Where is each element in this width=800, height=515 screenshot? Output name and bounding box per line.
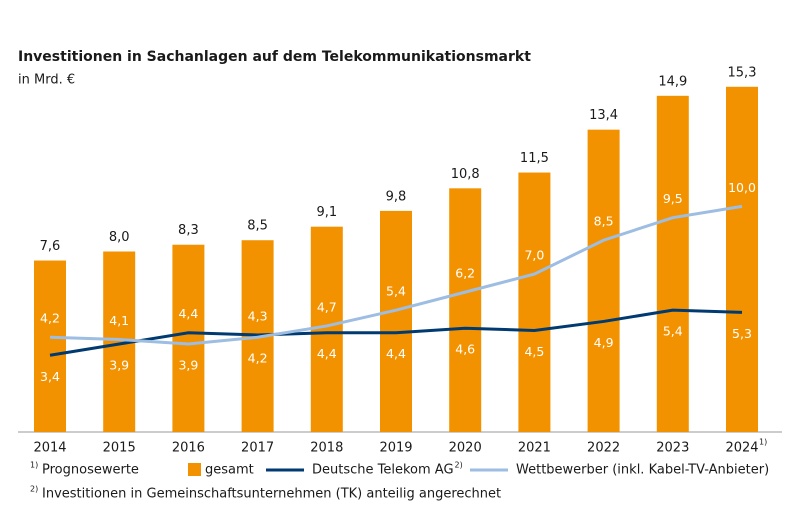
- bar-value-label: 8,0: [109, 230, 130, 245]
- bar-value-label: 7,6: [40, 239, 61, 254]
- footnote-marker: 2): [455, 461, 463, 470]
- bar: [587, 129, 620, 432]
- legend-label: Wettbewerber (inkl. Kabel-TV-Anbieter): [516, 463, 769, 478]
- bar-value-label: 9,1: [316, 205, 337, 220]
- footnote-text: Prognosewerte: [42, 463, 139, 478]
- bar: [310, 226, 343, 432]
- footnote-text: Investitionen in Gemeinschaftsunternehme…: [42, 487, 501, 502]
- line-value-label: 3,4: [40, 369, 60, 384]
- legend-label: gesamt: [205, 463, 254, 478]
- line-value-label: 4,6: [455, 342, 475, 357]
- line-value-label: 4,4: [317, 346, 337, 361]
- footnote-marker: 2): [30, 485, 38, 494]
- line-value-label: 4,3: [248, 308, 268, 323]
- line-value-label: 6,2: [455, 266, 475, 281]
- line-value-label: 4,4: [178, 306, 198, 321]
- legend-swatch: [188, 463, 201, 476]
- bar: [726, 86, 758, 432]
- line-value-label: 10,0: [728, 180, 756, 195]
- bar: [380, 210, 412, 432]
- line-value-label: 4,2: [40, 311, 60, 326]
- bar-value-label: 10,8: [451, 167, 480, 182]
- x-tick-label: 2024: [725, 441, 758, 456]
- x-tick-label: 2014: [33, 441, 66, 456]
- line: [49, 204, 743, 346]
- bar: [172, 244, 205, 432]
- bar-value-label: 9,8: [386, 189, 407, 204]
- bar-value-label: 8,5: [247, 219, 268, 234]
- line-value-label: 5,4: [386, 284, 406, 299]
- line-value-label: 8,5: [594, 214, 614, 229]
- bar-value-label: 8,3: [178, 223, 199, 238]
- footnote-marker: 1): [759, 438, 767, 447]
- legend-label: Deutsche Telekom AG: [312, 463, 454, 478]
- x-tick-label: 2023: [656, 441, 689, 456]
- bar-value-label: 13,4: [589, 108, 618, 123]
- chart-title: Investitionen in Sachanlagen auf dem Tel…: [18, 49, 531, 65]
- bar-value-label: 14,9: [658, 74, 687, 89]
- line-value-label: 5,3: [732, 326, 752, 341]
- x-tick-label: 2021: [518, 441, 551, 456]
- bar-value-label: 11,5: [520, 151, 549, 166]
- line-value-label: 4,5: [524, 344, 544, 359]
- line-value-label: 4,7: [317, 299, 337, 314]
- x-tick-label: 2015: [103, 441, 136, 456]
- line-value-label: 5,4: [663, 324, 683, 339]
- footnote-marker: 1): [30, 461, 38, 470]
- x-tick-label: 2016: [172, 441, 205, 456]
- bar: [449, 188, 482, 432]
- line-value-label: 3,9: [109, 358, 129, 373]
- x-tick-label: 2022: [587, 441, 620, 456]
- line-value-label: 7,0: [524, 248, 544, 263]
- line-value-label: 4,9: [594, 335, 614, 350]
- bar-value-label: 15,3: [728, 65, 757, 80]
- bar: [518, 172, 551, 432]
- x-tick-label: 2017: [241, 441, 274, 456]
- x-tick-label: 2019: [379, 441, 412, 456]
- line-value-label: 9,5: [663, 191, 683, 206]
- line: [49, 308, 743, 357]
- bar: [656, 95, 689, 432]
- line-value-label: 4,4: [386, 346, 406, 361]
- x-tick-label: 2020: [449, 441, 482, 456]
- line-value-label: 4,1: [109, 313, 129, 328]
- line-value-label: 4,2: [248, 351, 268, 366]
- line-value-label: 3,9: [178, 358, 198, 373]
- bar: [34, 260, 66, 432]
- chart-subtitle: in Mrd. €: [18, 73, 75, 88]
- x-tick-label: 2018: [310, 441, 343, 456]
